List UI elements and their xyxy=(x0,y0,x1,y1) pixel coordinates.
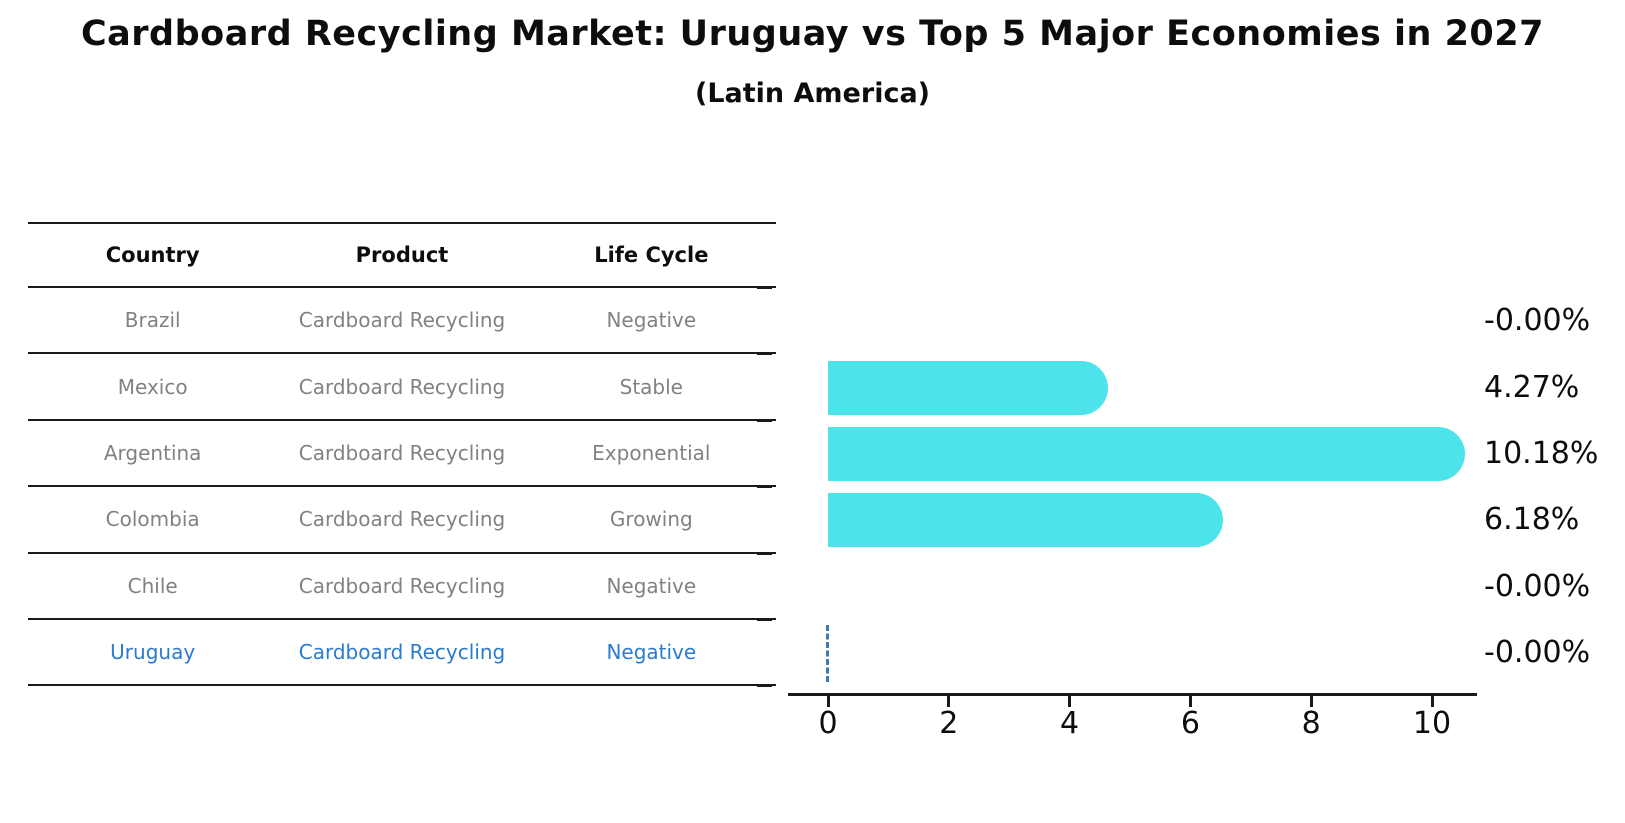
value-label-mexico: 4.27% xyxy=(1484,369,1580,405)
cell-product: Cardboard Recycling xyxy=(298,507,506,532)
value-label-argentina: 10.18% xyxy=(1484,436,1599,471)
y-axis-tick xyxy=(757,552,772,555)
table-header-row: Country Product Life Cycle xyxy=(28,222,776,288)
cell-country: Argentina xyxy=(103,440,202,465)
x-axis-tick-label: 6 xyxy=(1180,706,1200,741)
cell-country: Mexico xyxy=(117,374,188,399)
x-axis-tick xyxy=(1068,696,1072,707)
cell-product: Cardboard Recycling xyxy=(298,440,506,465)
cell-lifecycle: Negative xyxy=(606,308,697,333)
y-axis-tick xyxy=(757,685,772,688)
cell-country: Chile xyxy=(127,573,178,598)
cell-product: Cardboard Recycling xyxy=(298,640,506,665)
x-axis-tick xyxy=(826,696,830,707)
value-label-colombia: 6.18% xyxy=(1484,502,1580,538)
bar-colombia xyxy=(828,493,1224,548)
cell-product: Cardboard Recycling xyxy=(298,308,506,333)
uruguay-zero-dashed-line xyxy=(826,624,829,682)
x-axis-line xyxy=(788,693,1477,696)
x-axis-tick xyxy=(1430,696,1434,707)
cell-lifecycle: Stable xyxy=(619,374,683,399)
column-header-country: Country xyxy=(105,243,200,267)
table-row-uruguay: Uruguay Cardboard Recycling Negative xyxy=(28,620,776,687)
column-header-product: Product xyxy=(355,243,449,267)
cell-country: Uruguay xyxy=(110,640,196,665)
x-axis-tick xyxy=(1309,696,1313,707)
cell-lifecycle: Negative xyxy=(606,640,697,665)
y-axis-tick xyxy=(757,419,772,422)
y-axis-tick xyxy=(757,486,772,489)
x-axis-tick xyxy=(947,696,951,707)
bar-argentina xyxy=(828,427,1465,481)
table-row-argentina: Argentina Cardboard Recycling Exponential xyxy=(28,421,776,488)
bar-mexico xyxy=(828,360,1108,415)
x-axis-tick-label: 2 xyxy=(939,706,959,741)
y-axis-tick xyxy=(757,287,772,289)
value-label-chile: -0.00% xyxy=(1484,568,1591,604)
cell-lifecycle: Growing xyxy=(609,507,693,532)
cell-country: Colombia xyxy=(105,507,200,532)
chart-title: Cardboard Recycling Market: Uruguay vs T… xyxy=(80,14,1544,54)
cell-lifecycle: Negative xyxy=(606,573,697,598)
table-row-chile: Chile Cardboard Recycling Negative xyxy=(28,554,776,620)
table-row-mexico: Mexico Cardboard Recycling Stable xyxy=(28,354,776,421)
table-row-colombia: Colombia Cardboard Recycling Growing xyxy=(28,487,776,554)
cell-country: Brazil xyxy=(124,308,181,333)
x-axis-tick-label: 8 xyxy=(1301,706,1321,741)
x-axis-tick xyxy=(1188,696,1192,707)
value-label-uruguay: -0.00% xyxy=(1484,635,1591,671)
value-label-brazil: -0.00% xyxy=(1484,303,1591,339)
comparison-table: Country Product Life Cycle Brazil Cardboa… xyxy=(28,222,776,687)
cell-product: Cardboard Recycling xyxy=(298,573,506,598)
cell-product: Cardboard Recycling xyxy=(298,374,506,399)
x-axis-tick-label: 10 xyxy=(1412,706,1452,741)
x-axis-tick-label: 0 xyxy=(818,706,838,741)
y-axis-tick xyxy=(757,353,772,356)
cell-lifecycle: Exponential xyxy=(592,440,711,465)
x-axis-tick-label: 4 xyxy=(1060,706,1080,741)
column-header-lifecycle: Life Cycle xyxy=(594,243,709,267)
table-row-brazil: Brazil Cardboard Recycling Negative xyxy=(28,288,776,355)
y-axis-tick xyxy=(757,619,772,621)
chart-subtitle: (Latin America) xyxy=(694,78,931,109)
table-body: Brazil Cardboard Recycling Negative Mexico C… xyxy=(28,288,776,687)
